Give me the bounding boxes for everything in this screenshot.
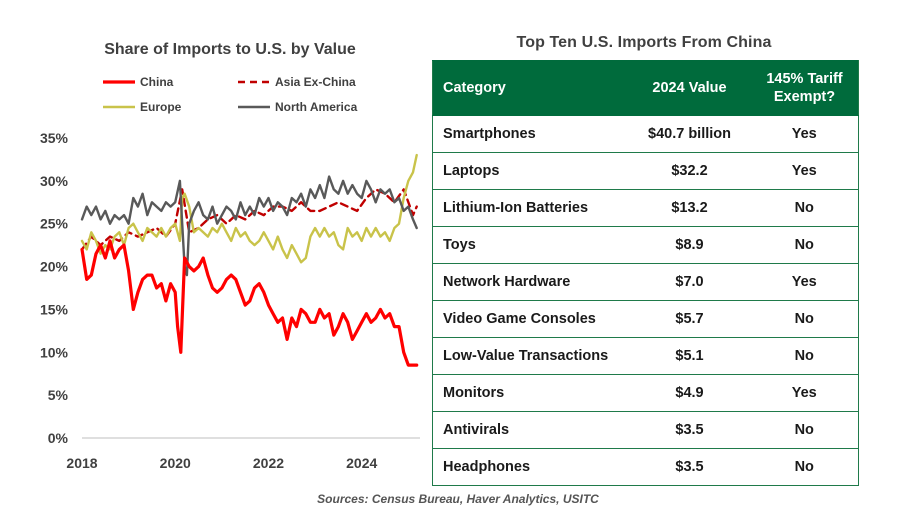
chart-legend: China Asia Ex-China Europe North America xyxy=(103,75,358,114)
y-axis: 0% 5% 10% 15% 20% 25% 30% 35% xyxy=(40,130,69,446)
cell-value: $4.9 xyxy=(628,374,751,412)
legend-label: Asia Ex-China xyxy=(275,75,356,89)
cell-category: Laptops xyxy=(432,152,629,190)
header-tariff-exempt: 145% Tariff Exempt? xyxy=(750,60,859,116)
cell-exempt: Yes xyxy=(750,374,859,412)
y-tick-label: 5% xyxy=(48,387,69,403)
legend-label: China xyxy=(140,75,174,89)
cell-exempt: Yes xyxy=(750,152,859,190)
source-note: Sources: Census Bureau, Haver Analytics,… xyxy=(317,492,599,506)
series-line-china xyxy=(80,239,419,367)
cell-category: Monitors xyxy=(432,374,629,412)
cell-value: $3.5 xyxy=(628,411,751,449)
cell-category: Network Hardware xyxy=(432,263,629,301)
table-row: Antivirals $3.5 No xyxy=(432,411,859,449)
table-row: Headphones $3.5 No xyxy=(432,448,859,486)
chart-title: Share of Imports to U.S. by Value xyxy=(104,41,356,58)
cell-exempt: No xyxy=(750,226,859,264)
cell-exempt: No xyxy=(750,300,859,338)
cell-value: $5.7 xyxy=(628,300,751,338)
legend-label: Europe xyxy=(140,100,182,114)
y-tick-label: 15% xyxy=(40,301,69,317)
x-tick-label: 2022 xyxy=(253,455,284,471)
y-tick-label: 30% xyxy=(40,173,69,189)
series-line-europe xyxy=(80,153,418,264)
series-layer xyxy=(80,153,419,367)
table-row: Toys $8.9 No xyxy=(432,226,859,264)
cell-exempt: No xyxy=(750,189,859,227)
x-axis: 2018 2020 2022 2024 xyxy=(66,437,420,471)
cell-value: $3.5 xyxy=(628,448,751,486)
cell-category: Lithium-Ion Batteries xyxy=(432,189,629,227)
cell-exempt: Yes xyxy=(750,263,859,301)
y-tick-label: 0% xyxy=(48,430,69,446)
cell-exempt: No xyxy=(750,411,859,449)
y-tick-label: 10% xyxy=(40,344,69,360)
cell-value: $13.2 xyxy=(628,189,751,227)
table-row: Network Hardware $7.0 Yes xyxy=(432,263,859,301)
cell-value: $7.0 xyxy=(628,263,751,301)
table-row: Monitors $4.9 Yes xyxy=(432,374,859,412)
cell-category: Low-Value Transactions xyxy=(432,337,629,375)
table-row: Smartphones $40.7 billion Yes xyxy=(432,115,859,153)
cell-category: Headphones xyxy=(432,448,629,486)
cell-category: Antivirals xyxy=(432,411,629,449)
table-row: Video Game Consoles $5.7 No xyxy=(432,300,859,338)
table-title: Top Ten U.S. Imports From China xyxy=(516,34,772,51)
x-tick-label: 2024 xyxy=(346,455,377,471)
header-2024-value: 2024 Value xyxy=(628,60,751,116)
cell-category: Toys xyxy=(432,226,629,264)
cell-exempt: No xyxy=(750,448,859,486)
table-row: Low-Value Transactions $5.1 No xyxy=(432,337,859,375)
cell-category: Video Game Consoles xyxy=(432,300,629,338)
header-category: Category xyxy=(432,60,629,116)
imports-table: Category 2024 Value 145% Tariff Exempt? … xyxy=(432,60,859,486)
y-tick-label: 25% xyxy=(40,216,69,232)
cell-value: $8.9 xyxy=(628,226,751,264)
cell-value: $5.1 xyxy=(628,337,751,375)
series-line-north-america xyxy=(80,175,418,277)
x-tick-label: 2018 xyxy=(66,455,97,471)
x-tick-label: 2020 xyxy=(160,455,191,471)
y-tick-label: 20% xyxy=(40,259,69,275)
cell-exempt: No xyxy=(750,337,859,375)
cell-value: $32.2 xyxy=(628,152,751,190)
y-tick-label: 35% xyxy=(40,130,69,146)
line-chart: Share of Imports to U.S. by Value China A… xyxy=(40,41,420,471)
table-row: Lithium-Ion Batteries $13.2 No xyxy=(432,189,859,227)
legend-label: North America xyxy=(275,100,358,114)
cell-value: $40.7 billion xyxy=(628,115,751,153)
table-row: Laptops $32.2 Yes xyxy=(432,152,859,190)
cell-exempt: Yes xyxy=(750,115,859,153)
cell-category: Smartphones xyxy=(432,115,629,153)
table-header-row: Category 2024 Value 145% Tariff Exempt? xyxy=(432,60,859,116)
